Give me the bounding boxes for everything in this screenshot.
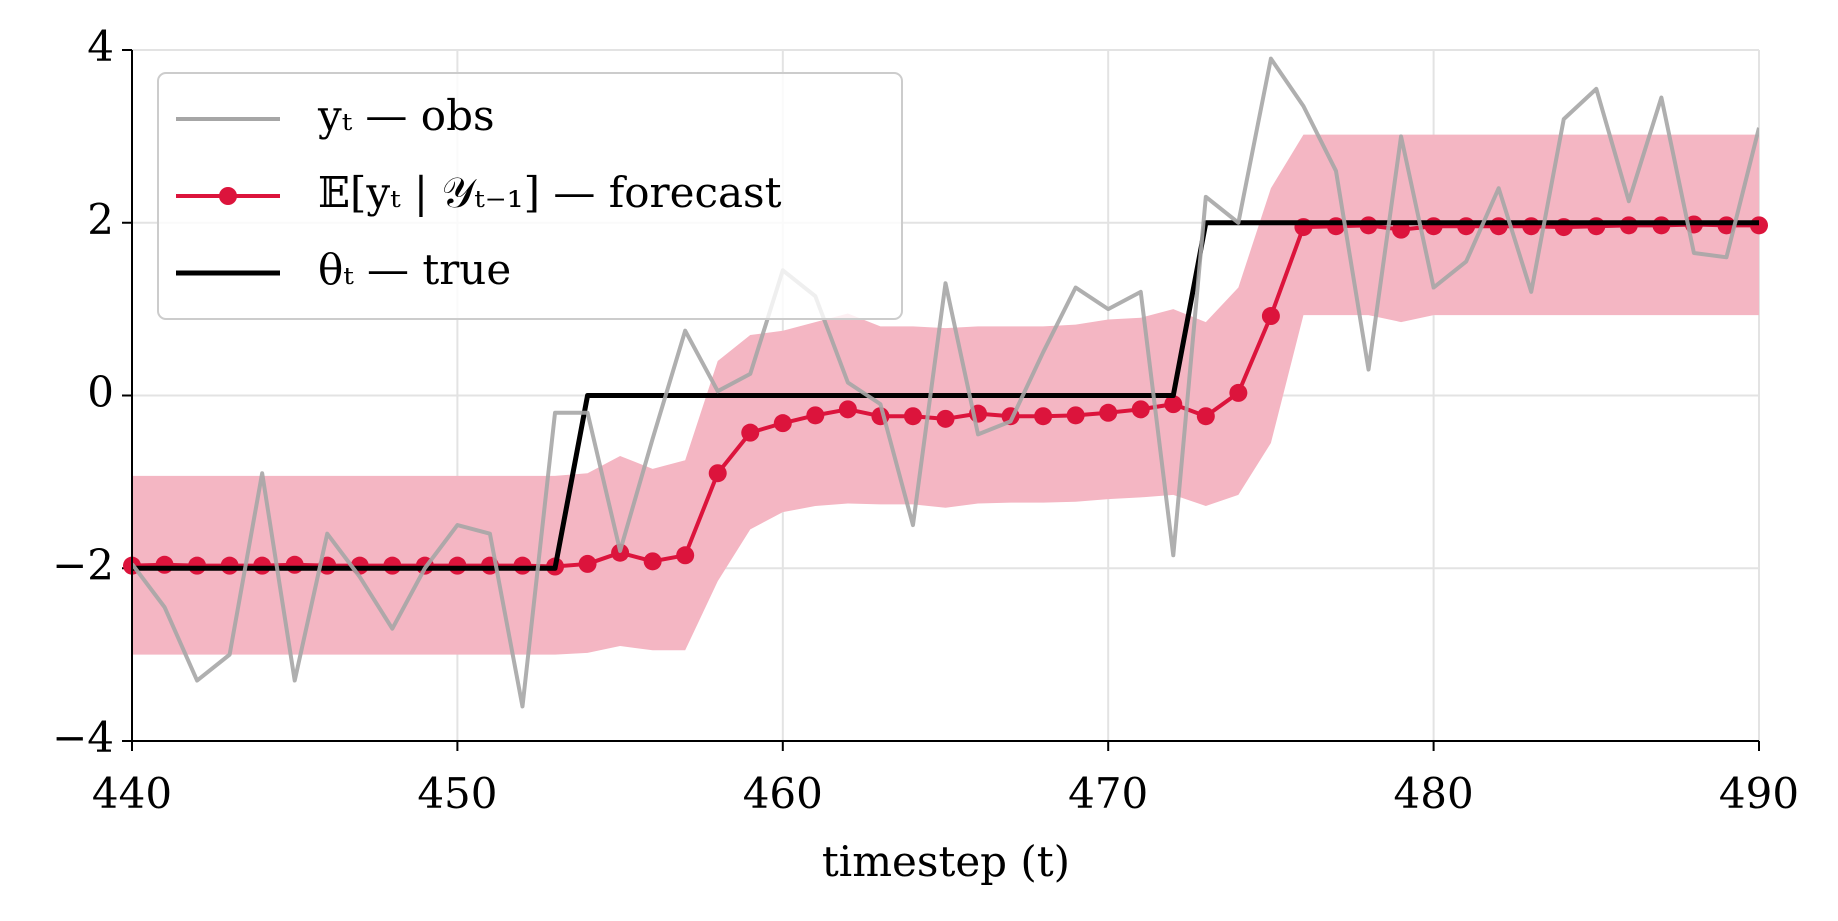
point [1099,403,1118,422]
point [1196,407,1215,426]
x-axis-label: timestep (t) [822,837,1070,886]
legend-label: θₜ — true [318,245,511,294]
x-tick-label: 460 [743,769,823,818]
point [806,406,825,425]
point [643,552,662,571]
point [1164,395,1183,414]
point [1587,217,1606,236]
point [1131,400,1150,419]
legend-label: 𝔼[yₜ | 𝒴ₜ₋₁] — forecast [318,168,782,217]
point [1066,406,1085,425]
point [708,464,727,483]
y-tick-label: −4 [52,713,114,762]
point [1522,217,1541,236]
point [1750,216,1768,235]
x-tick-label: 450 [417,769,497,818]
point [676,546,695,565]
point [220,556,239,575]
point [1652,216,1671,235]
point [1424,217,1443,236]
point [253,556,272,575]
x-tick-label: 490 [1719,769,1799,818]
point [1359,216,1378,235]
point [1489,217,1508,236]
point [1229,383,1248,402]
x-tick-label: 440 [92,769,172,818]
point [513,556,532,575]
x-tick-label: 470 [1068,769,1148,818]
legend-label: yₜ — obs [317,91,495,140]
y-tick-label: 2 [87,195,114,244]
y-tick-label: 4 [87,22,114,71]
series-line [132,56,1759,709]
point [578,554,597,573]
y-tick-label: −2 [52,540,114,589]
point [155,555,174,574]
point [285,555,304,574]
point [903,407,922,426]
legend-marker [219,187,237,205]
point [773,414,792,433]
point [1619,216,1638,235]
x-tick-label: 480 [1394,769,1474,818]
point [1034,407,1053,426]
point [936,409,955,428]
point [383,556,402,575]
point [1457,217,1476,236]
point [188,556,207,575]
point [1261,307,1280,326]
point [838,400,857,419]
point [448,556,467,575]
legend-box [157,72,903,320]
y-tick-label: 0 [87,368,114,417]
point [741,423,760,442]
series-line [132,220,1759,571]
